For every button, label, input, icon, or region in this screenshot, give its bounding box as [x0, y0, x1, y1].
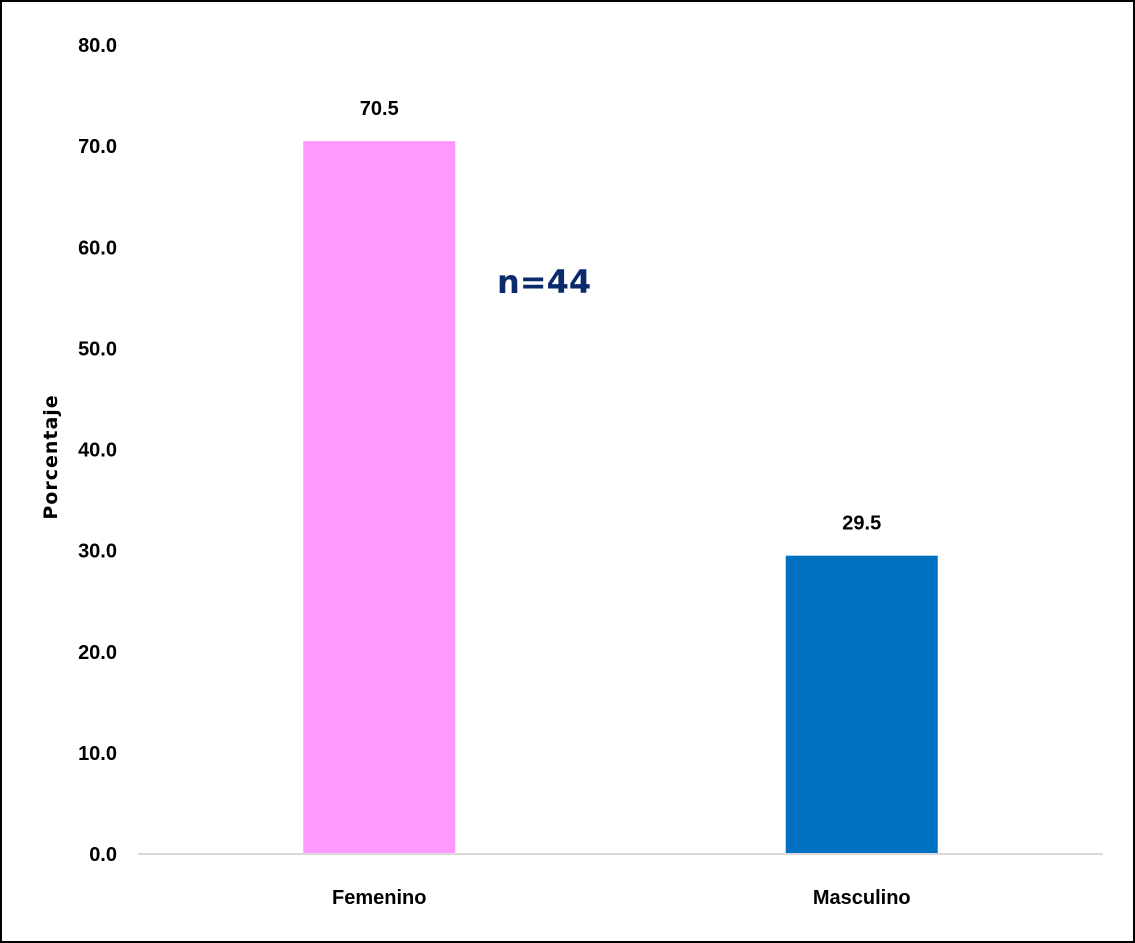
- y-tick-label: 30.0: [78, 541, 117, 563]
- bar-masculino: [785, 555, 938, 854]
- y-tick-label: 10.0: [78, 743, 117, 765]
- y-tick-label: 70.0: [78, 136, 117, 158]
- bar-femenino: [303, 141, 456, 855]
- data-labels: 70.5 29.5: [360, 98, 881, 535]
- y-axis-ticks: 0.0 10.0 20.0 30.0 40.0 50.0 60.0 70.0 80.0: [78, 35, 117, 866]
- category-label-femenino: Femenino: [332, 887, 426, 909]
- y-tick-label: 20.0: [78, 642, 117, 664]
- y-tick-label: 0.0: [89, 844, 117, 866]
- data-label-masculino: 29.5: [842, 513, 881, 535]
- y-axis-title: Porcentaje: [40, 394, 62, 519]
- data-label-femenino: 70.5: [360, 98, 399, 120]
- bars: [303, 141, 938, 855]
- category-labels: Femenino Masculino: [332, 887, 911, 909]
- y-tick-label: 60.0: [78, 237, 117, 259]
- y-tick-label: 50.0: [78, 338, 117, 360]
- y-tick-label: 80.0: [78, 35, 117, 57]
- category-label-masculino: Masculino: [813, 887, 911, 909]
- y-tick-label: 40.0: [78, 440, 117, 462]
- sample-size-annotation: n=44: [497, 263, 591, 301]
